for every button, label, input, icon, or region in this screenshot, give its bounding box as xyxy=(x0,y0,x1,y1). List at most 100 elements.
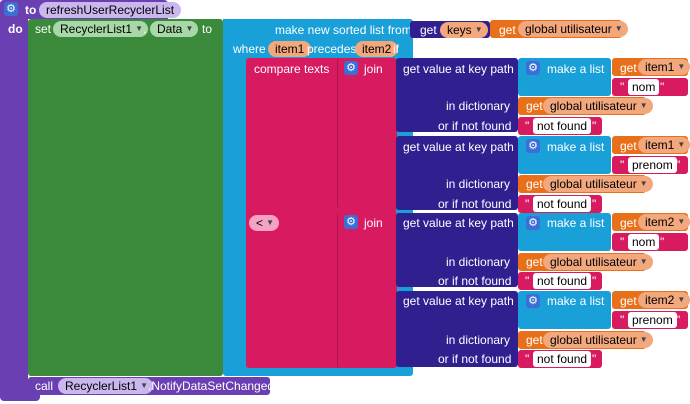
in-dictionary-label-4: in dictionary xyxy=(446,333,511,347)
lookup-label-1: get value at key path xyxy=(403,62,514,76)
in-dictionary-label-3: in dictionary xyxy=(446,255,511,269)
global-dict-label-2: global utilisateur xyxy=(550,177,637,191)
quote-close-icon: " xyxy=(660,235,665,249)
join-block-2[interactable] xyxy=(337,212,397,368)
setter-property-dropdown[interactable]: Data ▼ xyxy=(150,21,199,37)
keys-variable-label: keys xyxy=(447,23,472,37)
make-list-label-2: make a list xyxy=(547,140,605,154)
chevron-down-icon: ▼ xyxy=(185,24,194,33)
get-item-keyword-4: get xyxy=(620,294,637,308)
chevron-down-icon: ▼ xyxy=(639,257,648,266)
item-variable-dropdown-3[interactable]: item2 ▼ xyxy=(638,214,690,230)
not-found-text-2[interactable]: not found xyxy=(533,196,592,212)
global-dict-dropdown-4[interactable]: global utilisateur ▼ xyxy=(543,332,653,348)
or-if-not-found-label-3: or if not found xyxy=(438,274,512,288)
item-variable-dropdown-4[interactable]: item2 ▼ xyxy=(638,292,690,308)
item-variable-label-4: item2 xyxy=(645,293,675,307)
compare-texts-label: compare texts xyxy=(254,62,330,76)
gear-icon[interactable]: ⚙ xyxy=(344,61,358,75)
get-global-keyword: get xyxy=(499,23,516,37)
quote-open-icon: " xyxy=(525,352,530,366)
chevron-down-icon: ▼ xyxy=(135,24,144,33)
lookup-block-3[interactable] xyxy=(396,213,518,287)
chevron-down-icon: ▼ xyxy=(266,218,275,227)
where-keyword: where xyxy=(233,42,266,56)
get-keys-keyword: get xyxy=(420,23,437,37)
make-list-label-1: make a list xyxy=(547,62,605,76)
quote-open-icon: " xyxy=(620,158,625,172)
chevron-down-icon: ▼ xyxy=(474,25,483,34)
get-global-dict-keyword-4: get xyxy=(526,333,543,347)
in-dictionary-label-1: in dictionary xyxy=(446,99,511,113)
lookup-label-3: get value at key path xyxy=(403,216,514,230)
global-dict-dropdown-2[interactable]: global utilisateur ▼ xyxy=(543,176,653,192)
gear-icon[interactable]: ⚙ xyxy=(526,294,540,308)
call-keyword: call xyxy=(35,379,54,393)
procedure-do-keyword: do xyxy=(8,22,23,36)
quote-close-icon: " xyxy=(592,197,597,211)
chevron-down-icon: ▼ xyxy=(677,295,686,304)
or-if-not-found-label-4: or if not found xyxy=(438,352,512,366)
keys-variable-dropdown[interactable]: keys ▼ xyxy=(440,22,488,38)
global-variable-dropdown[interactable]: global utilisateur ▼ xyxy=(518,21,628,37)
procedure-footer xyxy=(0,393,40,401)
get-global-dict-keyword-2: get xyxy=(526,177,543,191)
quote-close-icon: " xyxy=(676,313,681,327)
lookup-label-2: get value at key path xyxy=(403,140,514,154)
call-component-label: RecyclerList1 xyxy=(65,379,138,393)
gear-icon[interactable]: ⚙ xyxy=(526,61,540,75)
lookup-block-1[interactable] xyxy=(396,58,518,132)
quote-open-icon: " xyxy=(525,274,530,288)
procedure-name-field[interactable]: refreshUserRecyclerList xyxy=(39,2,182,18)
quote-close-icon: " xyxy=(592,119,597,133)
gear-icon[interactable]: ⚙ xyxy=(526,139,540,153)
setter-component-dropdown[interactable]: RecyclerList1 ▼ xyxy=(53,21,149,37)
gear-icon[interactable]: ⚙ xyxy=(344,215,358,229)
chevron-down-icon: ▼ xyxy=(677,140,686,149)
join-block-1[interactable] xyxy=(337,58,397,208)
chevron-down-icon: ▼ xyxy=(677,62,686,71)
item-variable-dropdown-1[interactable]: item1 ▼ xyxy=(638,59,690,75)
get-global-dict-keyword-1: get xyxy=(526,99,543,113)
quote-open-icon: " xyxy=(620,235,625,249)
quote-close-icon: " xyxy=(592,352,597,366)
join-keyword-1: join xyxy=(364,62,383,76)
procedure-to-keyword: to xyxy=(25,3,37,17)
lookup-block-2[interactable] xyxy=(396,136,518,210)
global-dict-dropdown-1[interactable]: global utilisateur ▼ xyxy=(543,98,653,114)
or-if-not-found-label-1: or if not found xyxy=(438,119,512,133)
join-keyword-2: join xyxy=(364,216,383,230)
gear-icon[interactable]: ⚙ xyxy=(4,2,18,16)
not-found-text-3[interactable]: not found xyxy=(533,273,592,289)
get-item-keyword-2: get xyxy=(620,139,637,153)
property-dot: . xyxy=(143,22,147,36)
chevron-down-icon: ▼ xyxy=(639,335,648,344)
global-dict-label-1: global utilisateur xyxy=(550,99,637,113)
sorted-list-label: make new sorted list from xyxy=(275,23,412,37)
set-property-block[interactable] xyxy=(28,19,223,376)
key-text-3[interactable]: nom xyxy=(628,234,660,250)
key-text-2[interactable]: prenom xyxy=(628,157,677,173)
global-dict-dropdown-3[interactable]: global utilisateur ▼ xyxy=(543,254,653,270)
item1-parameter[interactable]: item1 xyxy=(268,41,312,57)
quote-open-icon: " xyxy=(620,313,625,327)
quote-close-icon: " xyxy=(592,274,597,288)
item-variable-dropdown-2[interactable]: item1 ▼ xyxy=(638,137,690,153)
call-component-dropdown[interactable]: RecyclerList1 ▼ xyxy=(58,378,154,394)
not-found-text-1[interactable]: not found xyxy=(533,118,592,134)
get-global-dict-keyword-3: get xyxy=(526,255,543,269)
chevron-down-icon: ▼ xyxy=(639,179,648,188)
item2-parameter[interactable]: item2 xyxy=(355,41,399,57)
quote-open-icon: " xyxy=(525,119,530,133)
gear-icon[interactable]: ⚙ xyxy=(526,216,540,230)
quote-close-icon: " xyxy=(660,80,665,94)
lookup-block-4[interactable] xyxy=(396,291,518,367)
not-found-text-4[interactable]: not found xyxy=(533,351,592,367)
lookup-label-4: get value at key path xyxy=(403,294,514,308)
key-text-4[interactable]: prenom xyxy=(628,312,677,328)
procedure-block[interactable] xyxy=(0,0,28,398)
key-text-1[interactable]: nom xyxy=(628,79,660,95)
compare-operator-dropdown[interactable]: < ▼ xyxy=(249,215,280,231)
item-variable-label-2: item1 xyxy=(645,138,675,152)
make-list-label-3: make a list xyxy=(547,216,605,230)
